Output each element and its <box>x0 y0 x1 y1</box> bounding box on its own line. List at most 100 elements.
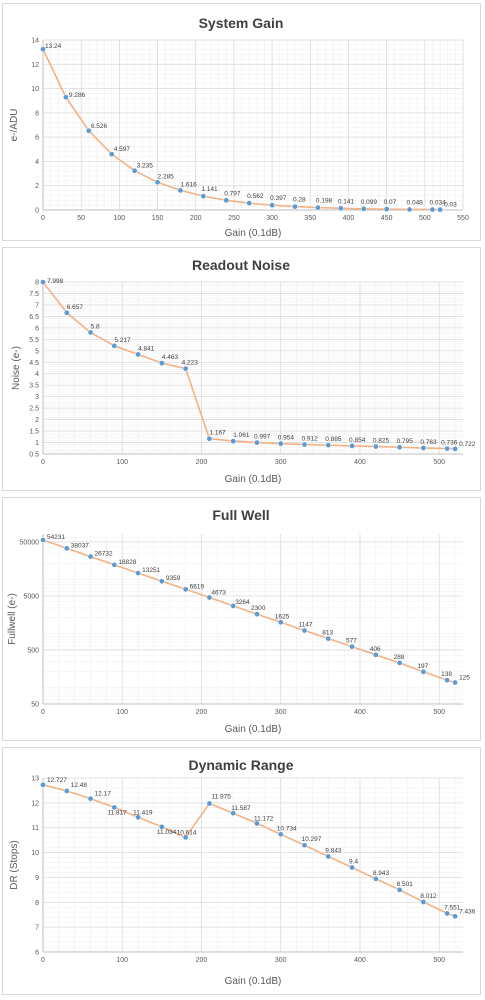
data-label: 12.17 <box>95 791 112 798</box>
x-tick-label: 0 <box>41 215 45 222</box>
data-label: 6.657 <box>67 304 84 311</box>
y-tick-label: 3.5 <box>29 383 39 390</box>
data-label: 0.797 <box>224 190 241 197</box>
data-label: 0.997 <box>254 434 271 441</box>
data-label: 1.616 <box>180 181 197 188</box>
data-label: 11.419 <box>133 809 153 816</box>
data-point <box>337 205 344 212</box>
data-point <box>254 611 260 618</box>
data-label: 0.03 <box>444 202 457 209</box>
data-point <box>40 537 46 543</box>
data-point <box>277 440 284 447</box>
data-point <box>111 342 118 349</box>
data-point <box>230 603 237 609</box>
y-tick-label: 7 <box>35 925 39 932</box>
data-point <box>429 206 436 213</box>
data-label: 54231 <box>47 534 65 541</box>
data-label: 11.034 <box>157 829 177 836</box>
data-label: 138 <box>441 671 452 678</box>
y-tick-label: 8 <box>35 280 39 287</box>
data-point <box>63 309 70 316</box>
data-label: 11.172 <box>254 815 274 822</box>
y-tick-label: 2 <box>35 183 39 190</box>
dynamic-range-svg: 0 100 200 300 400 500 6 7 8 9 10 11 12 13 Dynamic Rang… <box>9 757 476 987</box>
y-tick-label: 5000 <box>23 593 39 600</box>
data-label: 7.436 <box>459 908 476 915</box>
data-point <box>396 886 403 893</box>
data-label: 0.736 <box>441 440 458 447</box>
chart-title: Full Well <box>212 507 269 523</box>
y-axis-label: Noise (e-) <box>11 346 22 390</box>
data-point <box>372 652 379 658</box>
y-tick-label: 2 <box>35 417 39 424</box>
data-label: 0.141 <box>338 198 355 205</box>
y-tick-label: 6 <box>35 135 39 142</box>
data-point <box>40 279 46 285</box>
x-tick-label: 200 <box>196 709 208 716</box>
x-tick-label: 0 <box>41 459 45 466</box>
y-tick-label: 6 <box>35 325 39 332</box>
y-tick-label: 14 <box>31 38 39 45</box>
x-tick-label: 500 <box>433 957 445 964</box>
x-tick-label: 0 <box>41 709 45 716</box>
y-tick-label: 9 <box>35 875 39 882</box>
data-label: 8.943 <box>373 870 390 877</box>
data-point <box>452 679 458 686</box>
data-point <box>444 445 451 452</box>
data-point <box>111 561 118 568</box>
data-point <box>277 831 284 838</box>
data-point <box>182 586 189 593</box>
y-tick-label: 8 <box>35 900 39 907</box>
data-point <box>301 627 308 634</box>
data-label: 0.763 <box>420 439 437 446</box>
data-label: 5.8 <box>91 323 100 330</box>
data-label: 0.825 <box>373 438 390 445</box>
full-well-chart: 0 100 200 300 400 500 50 500 5000 50000 Full Well G… <box>2 497 481 741</box>
x-tick-label: 500 <box>433 459 445 466</box>
data-point <box>444 910 451 917</box>
data-label: 813 <box>322 630 333 637</box>
data-label: 0.562 <box>247 193 264 200</box>
x-axis-label: Gain (0.1dB) <box>225 724 282 735</box>
data-point <box>40 46 46 53</box>
data-point <box>200 193 207 199</box>
data-label: 1.141 <box>201 186 218 193</box>
data-point <box>159 824 165 830</box>
y-tick-label: 4.5 <box>29 360 39 367</box>
data-label: 12.48 <box>71 782 88 789</box>
x-axis-label: Gain (0.1dB) <box>225 474 282 485</box>
data-point <box>452 446 458 452</box>
y-tick-label: 13 <box>31 776 39 783</box>
data-label: 9359 <box>166 575 181 582</box>
x-tick-label: 350 <box>304 215 316 222</box>
x-tick-label: 400 <box>354 459 366 466</box>
data-label: 0.885 <box>325 436 342 443</box>
data-point <box>420 668 427 675</box>
data-point <box>277 619 284 626</box>
data-point <box>372 443 379 450</box>
x-tick-label: 400 <box>354 957 366 964</box>
data-point <box>325 442 332 449</box>
data-label: 9.286 <box>69 92 86 99</box>
data-point <box>349 443 355 449</box>
data-label: 4.841 <box>138 345 155 352</box>
data-label: 10.734 <box>277 825 297 832</box>
system-gain-chart: 0 50 100 150 200 250 300 350 400 450 500 550 0 2 4 6 8 10… <box>2 3 481 241</box>
x-tick-label: 500 <box>433 709 445 716</box>
data-label: 11.587 <box>231 805 251 812</box>
data-label: 0.034 <box>429 200 446 207</box>
data-label: 577 <box>346 638 357 645</box>
y-tick-label: 7.5 <box>29 291 39 298</box>
data-point <box>63 788 70 794</box>
y-tick-label: 4 <box>35 371 39 378</box>
grid <box>42 281 463 455</box>
y-tick-label: 5.5 <box>29 337 39 344</box>
data-label: 10.297 <box>302 836 322 843</box>
data-point <box>63 545 70 552</box>
x-tick-label: 200 <box>196 957 208 964</box>
data-label: 0.28 <box>293 197 306 204</box>
dynamic-range-chart: 0 100 200 300 400 500 6 7 8 9 10 11 12 13 Dynamic Rang… <box>2 747 481 995</box>
data-point <box>177 187 184 194</box>
y-tick-label: 12 <box>31 800 39 807</box>
y-tick-label: 5 <box>35 348 39 355</box>
